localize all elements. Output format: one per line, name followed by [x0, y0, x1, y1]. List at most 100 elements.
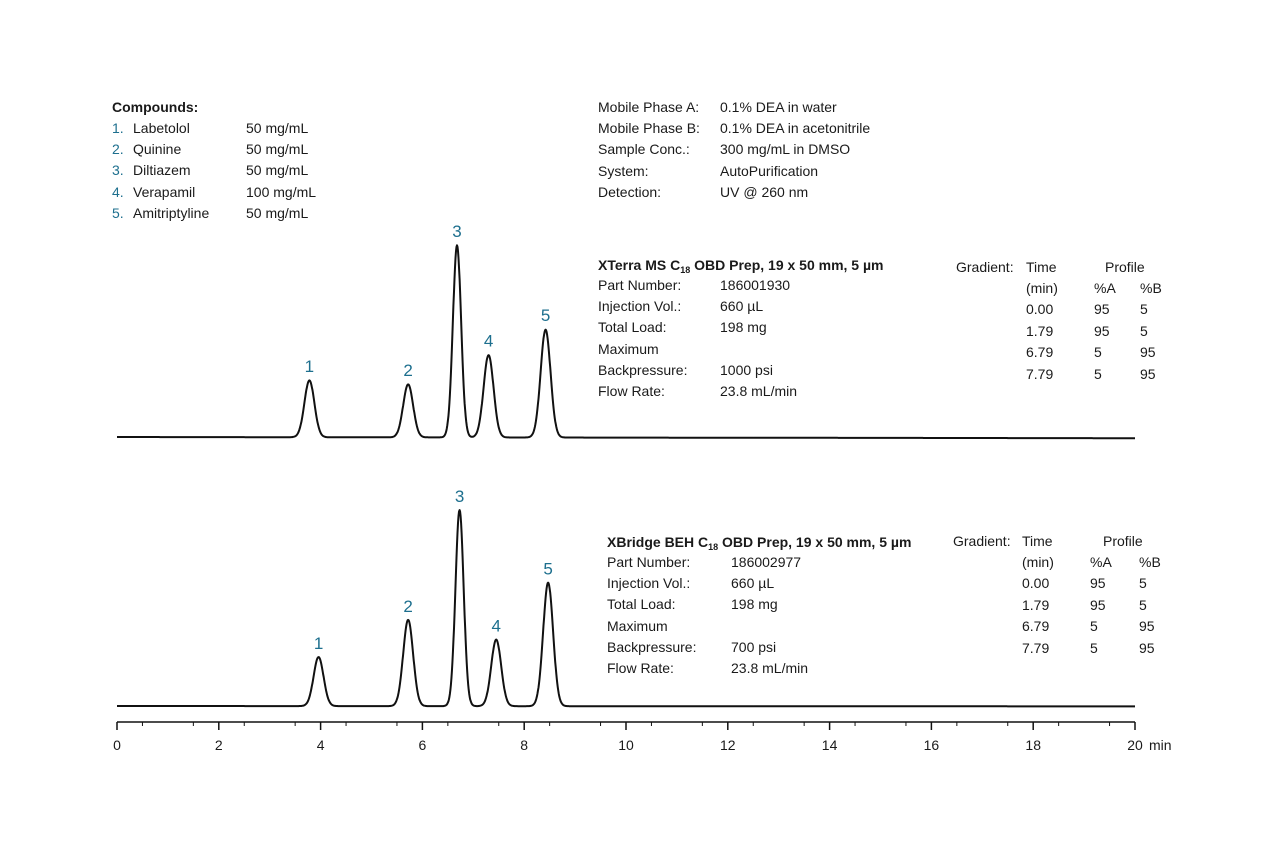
detail-value: 186001930 [720, 277, 791, 293]
gradient-b-value: 95 [1139, 639, 1155, 656]
compound-number: 3. [112, 162, 124, 179]
gradient-b-value: 95 [1140, 365, 1156, 382]
gradient-profile-header: Profile [1105, 259, 1145, 275]
column-spec: OBD Prep, 19 x 50 mm, 5 µm [718, 534, 912, 550]
gradient-time-unit: (min) [1026, 280, 1058, 296]
detail-value: 198 mg [731, 596, 778, 613]
gradient-time-value: 6.79 [1026, 344, 1054, 360]
peak-label: 2 [403, 361, 412, 380]
column-name: XBridge BEH C [607, 534, 709, 550]
detail-value: 186002977 [731, 554, 802, 570]
gradient-a-value: 95 [1094, 322, 1110, 339]
gradient-time-value: 1.79 [1026, 322, 1054, 339]
detail-label: Flow Rate: [607, 660, 674, 676]
gradient-time-value: 6.79 [1022, 618, 1050, 634]
column-title: XBridge BEH C18 OBD Prep, 19 x 50 mm, 5 … [607, 532, 911, 558]
gradient-b-value: 5 [1139, 596, 1147, 613]
column-subscript: 18 [680, 265, 691, 275]
detail-label: Total Load: [598, 319, 667, 336]
gradient-a-value: 5 [1094, 365, 1102, 382]
detail-label: Total Load: [607, 596, 676, 613]
gradient-a-value: 95 [1090, 575, 1106, 591]
gradient-time-value: 7.79 [1026, 365, 1054, 382]
x-tick-label: 18 [1025, 737, 1041, 753]
detail-label: Part Number: [607, 554, 691, 570]
gradient-profile-header: Profile [1103, 533, 1143, 549]
gradient-a-value: 5 [1094, 344, 1102, 360]
detail-label: Backpressure: [598, 361, 688, 378]
compound-name: Quinine [133, 141, 182, 158]
peak-label: 5 [543, 560, 552, 579]
column-title: XTerra MS C18 OBD Prep, 19 x 50 mm, 5 µm [598, 255, 884, 281]
gradient-a-header: %A [1090, 554, 1112, 570]
x-axis-unit-label: min [1149, 737, 1172, 753]
peak-label: 1 [314, 634, 323, 653]
gradient-a-header: %A [1094, 280, 1116, 296]
x-tick-label: 0 [113, 737, 121, 753]
detail-label: Maximum [598, 340, 659, 357]
x-tick-label: 10 [618, 737, 634, 753]
compound-number: 1. [112, 120, 124, 136]
detail-value: 23.8 mL/min [731, 660, 809, 676]
detail-label: Backpressure: [607, 638, 697, 655]
condition-value: UV @ 260 nm [720, 183, 809, 200]
gradient-time-value: 7.79 [1022, 639, 1050, 656]
compound-name: Diltiazem [133, 162, 191, 179]
compound-concentration: 50 mg/mL [246, 120, 309, 136]
compounds-title: Compounds: [112, 99, 199, 115]
column-subscript: 18 [708, 542, 719, 552]
compound-number: 5. [112, 204, 124, 221]
detail-value: 660 µL [720, 298, 764, 315]
detail-value: 700 psi [731, 638, 777, 655]
x-tick-label: 2 [215, 737, 223, 753]
compound-number: 4. [112, 183, 124, 200]
peak-label: 3 [455, 487, 464, 506]
detail-value: 660 µL [731, 575, 775, 592]
x-tick-label: 16 [924, 737, 940, 753]
condition-value: 0.1% DEA in water [720, 99, 837, 115]
peak-label: 3 [452, 222, 461, 241]
gradient-a-value: 95 [1090, 596, 1106, 613]
condition-label: Mobile Phase A: [598, 99, 700, 115]
condition-value: AutoPurification [720, 162, 819, 179]
detail-label: Injection Vol.: [598, 298, 682, 315]
gradient-a-value: 5 [1090, 618, 1098, 634]
condition-value: 300 mg/mL in DMSO [720, 141, 851, 158]
compound-concentration: 50 mg/mL [246, 204, 309, 221]
condition-label: Mobile Phase B: [598, 120, 700, 137]
gradient-b-value: 95 [1139, 618, 1155, 634]
gradient-b-value: 5 [1139, 575, 1147, 591]
peak-label: 1 [305, 357, 314, 376]
compound-concentration: 50 mg/mL [246, 141, 309, 158]
gradient-a-value: 5 [1090, 639, 1098, 656]
gradient-time-unit: (min) [1022, 554, 1054, 570]
condition-label: Sample Conc.: [598, 141, 690, 158]
column-name: XTerra MS C [598, 257, 681, 273]
peak-label: 2 [403, 597, 412, 616]
gradient-a-value: 95 [1094, 301, 1110, 317]
peak-label: 4 [491, 616, 500, 635]
gradient-time-value: 1.79 [1022, 596, 1050, 613]
compound-name: Verapamil [133, 183, 196, 200]
compound-concentration: 100 mg/mL [246, 183, 317, 200]
x-tick-label: 6 [419, 737, 427, 753]
detail-value: 198 mg [720, 319, 767, 336]
x-tick-label: 12 [720, 737, 736, 753]
gradient-time-header: Time [1026, 259, 1057, 275]
peak-label: 4 [484, 332, 493, 351]
detail-value: 1000 psi [720, 361, 773, 378]
x-tick-label: 14 [822, 737, 838, 753]
gradient-b-value: 5 [1140, 301, 1148, 317]
gradient-time-value: 0.00 [1022, 575, 1050, 591]
condition-label: System: [598, 162, 649, 179]
chromatogram-trace [116, 509, 1136, 708]
gradient-b-value: 5 [1140, 322, 1148, 339]
peak-label: 5 [541, 306, 550, 325]
gradient-time-value: 0.00 [1026, 301, 1054, 317]
gradient-label: Gradient: [953, 533, 1011, 549]
chromatogram-trace [116, 244, 1136, 440]
gradient-label: Gradient: [956, 259, 1014, 275]
detail-label: Injection Vol.: [607, 575, 691, 592]
compound-name: Amitriptyline [133, 204, 210, 221]
